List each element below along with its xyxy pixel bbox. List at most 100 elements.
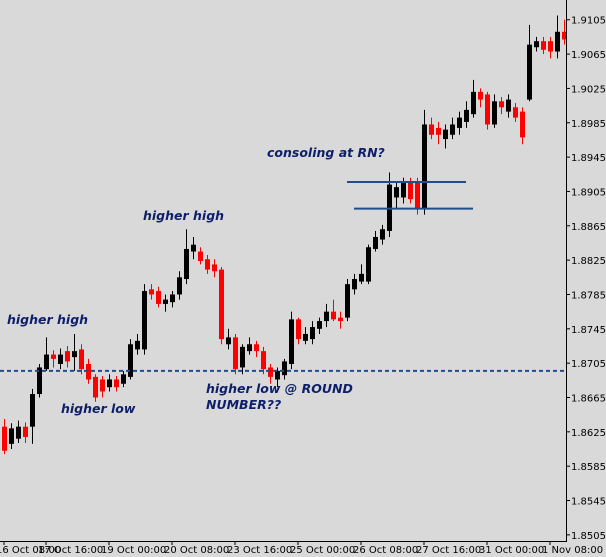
candle-body [44,354,49,370]
candle-body [2,426,7,451]
y-tick-label: 1.8905 [571,187,606,198]
x-tick-label: 25 Oct 00:00 [290,545,355,556]
candle-body [268,367,273,377]
x-tick-label: 31 Oct 00:00 [479,545,544,556]
candle-body [226,337,231,345]
annotation: NUMBER?? [206,397,281,412]
candle-body [107,379,112,388]
candle-body [93,376,98,398]
annotation: consoling at RN? [267,145,385,160]
candle-body [366,247,371,282]
candle-body [296,319,301,340]
candle-body [30,394,35,427]
candle-body [51,354,56,359]
y-tick-label: 1.8665 [571,393,606,404]
candle-body [562,31,567,40]
candle-body [9,428,14,444]
x-tick-label: 16 Oct 08:00 [0,545,61,556]
y-tick-label: 1.8985 [571,119,606,130]
candle-body [394,187,399,198]
candle-body [541,41,546,50]
candle-body [177,277,182,295]
candle-body [373,236,378,249]
candle-body [149,289,154,295]
y-tick-label: 1.8585 [571,462,606,473]
annotation: higher high [7,312,88,327]
candle-body [478,91,483,100]
candle-body [282,361,287,376]
candle-body [352,279,357,290]
y-tick-label: 1.9065 [571,50,606,61]
candle-body [163,299,168,304]
annotation: higher high [143,208,224,223]
candle-body [37,367,42,395]
x-tick-label: 27 Oct 16:00 [416,545,481,556]
candle-body [79,349,84,370]
candle-body [380,229,385,240]
candle-body [408,181,413,200]
candle-body [345,284,350,318]
plot [0,15,567,455]
y-tick-label: 1.8785 [571,290,606,301]
candle-body [72,351,77,358]
candle-body [422,124,427,210]
y-tick-label: 1.8825 [571,256,606,267]
candle-body [429,124,434,135]
annotation: higher low @ ROUND [206,381,353,396]
candle-body [205,259,210,270]
y-tick-label: 1.8745 [571,325,606,336]
y-tick-label: 1.8625 [571,428,606,439]
y-tick-label: 1.9025 [571,84,606,95]
x-tick-label: 17 Oct 16:00 [38,545,103,556]
candle-body [450,124,455,135]
candle-body [499,101,504,108]
candle-body [338,317,343,322]
x-tick-label: 23 Oct 16:00 [227,545,292,556]
candle-body [492,101,497,125]
candle-body [359,273,364,282]
candle-body [254,344,259,352]
candle-body [58,354,63,365]
candle-body [513,107,518,118]
x-tick-label: 26 Oct 08:00 [353,545,418,556]
candle-body [219,269,224,340]
candle-body [100,379,105,392]
candle-body [212,264,217,272]
candle-body [261,351,266,370]
candle-body [114,379,119,388]
x-tick-label: 1 Nov 08:00 [542,545,603,556]
annotation: higher low [61,401,136,416]
candle-body [464,109,469,122]
candle-body [184,248,189,280]
candle-body [457,117,462,128]
candle-body [317,321,322,329]
candle-body [520,111,525,138]
candle-body [170,294,175,303]
candle-body [436,127,441,135]
candle-body [156,291,161,304]
candle-body [233,337,238,370]
candle-body [86,364,91,380]
candle-body [65,351,70,362]
y-tick-label: 1.9105 [571,16,606,27]
candle-body [135,340,140,350]
y-tick-label: 1.8705 [571,359,606,370]
candle-body [443,129,448,140]
candle-body [128,344,133,377]
candle-body [471,91,476,115]
candle-body [534,41,539,48]
candle-body [331,311,336,320]
candle-body [506,99,511,112]
candle-body [247,344,252,352]
y-tick-label: 1.8945 [571,153,606,164]
candle-body [121,374,126,384]
candle-body [16,426,21,439]
x-tick-label: 19 Oct 00:00 [101,545,166,556]
candle-body [289,319,294,365]
candle-body [23,426,28,437]
candle-body [527,44,532,100]
candle-body [485,94,490,125]
candle-body [198,251,203,261]
